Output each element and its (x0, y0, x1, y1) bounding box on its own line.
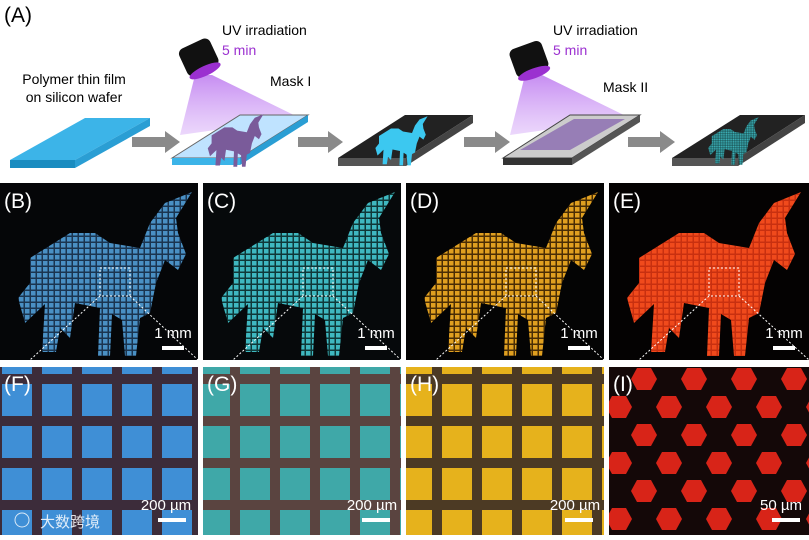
film-label: on silicon wafer (26, 89, 123, 105)
scale-label: 1 mm (357, 325, 395, 342)
scale-label: 200 µm (141, 497, 191, 514)
film (10, 118, 150, 160)
wafer-edge (672, 158, 738, 166)
wafer-edge (406, 115, 473, 166)
scale-label: 1 mm (560, 325, 598, 342)
scale-label: 200 µm (347, 497, 397, 514)
scale-label: 1 mm (765, 325, 803, 342)
panel-label: (A) (4, 4, 32, 27)
uv-label: UV irradiation (553, 22, 638, 38)
panel-label: (B) (4, 190, 32, 213)
panel-h (406, 367, 604, 535)
film-edge (75, 118, 150, 168)
scale-label: 200 µm (550, 497, 600, 514)
arrow (628, 131, 675, 153)
arrow (298, 131, 343, 153)
panel-i (609, 367, 809, 535)
schematic: Polymer thin film on silicon wafer UV ir… (4, 4, 805, 168)
panel-f (0, 367, 198, 535)
bottom-row: 200 µm 200 µm 200 µm 50 µm 大数跨境 (F) (G) … (0, 367, 809, 535)
film-label: Polymer thin film (22, 71, 125, 87)
watermark: 大数跨境 (40, 513, 100, 531)
panel-label: (C) (207, 190, 236, 213)
film-edge (10, 160, 75, 168)
arrow (132, 131, 180, 153)
mask-label: Mask II (603, 79, 648, 95)
wafer-edge (572, 115, 640, 165)
uv-label: UV irradiation (222, 22, 307, 38)
mask-label: Mask I (270, 73, 311, 89)
time-label: 5 min (553, 42, 587, 58)
panel-label: (G) (207, 373, 237, 396)
dot-mask (520, 119, 625, 150)
panel-g (203, 367, 401, 535)
film-edge (172, 158, 240, 165)
scale-label: 50 µm (760, 497, 802, 514)
scale-label: 1 mm (154, 325, 192, 342)
time-label: 5 min (222, 42, 256, 58)
middle-row: 1 mm 1 mm 1 mm 1 mm (B) (C) (D) (E) (0, 183, 809, 361)
wafer-edge (503, 158, 572, 165)
arrow (464, 131, 510, 153)
scale-bar (162, 346, 795, 350)
uv-lamp (509, 40, 551, 81)
panel-label: (I) (613, 373, 633, 396)
zoom-box (29, 267, 809, 361)
film-edge (240, 115, 308, 165)
panel-label: (H) (410, 373, 439, 396)
panel-label: (F) (4, 373, 31, 396)
scale-bar (158, 518, 800, 522)
panel-label: (D) (410, 190, 439, 213)
wafer-edge (738, 115, 805, 166)
wafer-edge (338, 158, 406, 166)
uv-lamp (178, 38, 221, 80)
panel-label: (E) (613, 190, 641, 213)
watermark-logo (14, 512, 30, 528)
